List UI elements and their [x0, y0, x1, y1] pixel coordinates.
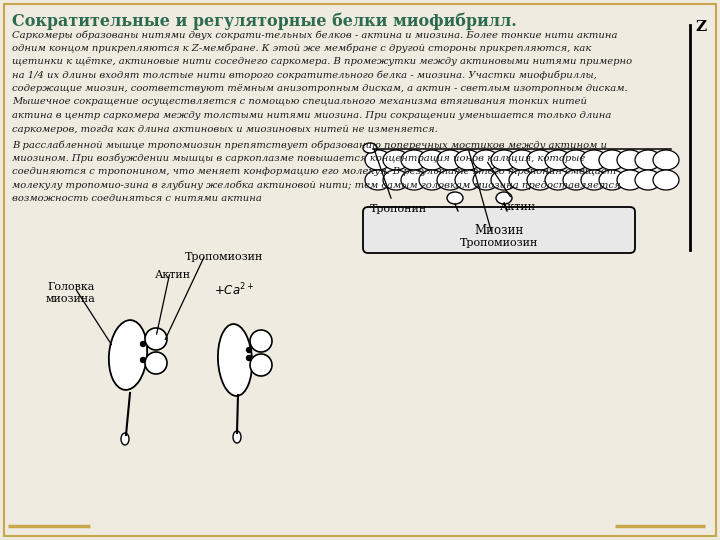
Ellipse shape — [527, 150, 553, 170]
Text: Тропомиозин: Тропомиозин — [185, 252, 264, 262]
Ellipse shape — [233, 431, 241, 443]
Ellipse shape — [109, 320, 147, 390]
Ellipse shape — [437, 150, 463, 170]
Text: на 1/4 их длины входят толстые нити второго сократительного белка - миозина. Уча: на 1/4 их длины входят толстые нити втор… — [12, 71, 597, 80]
Ellipse shape — [635, 150, 661, 170]
FancyBboxPatch shape — [4, 4, 716, 536]
Ellipse shape — [496, 192, 512, 204]
Text: актина в центр саркомера между толстыми нитями миозина. При сокращении уменьшает: актина в центр саркомера между толстыми … — [12, 111, 611, 120]
Ellipse shape — [121, 433, 129, 445]
Ellipse shape — [581, 150, 607, 170]
Ellipse shape — [653, 150, 679, 170]
Ellipse shape — [563, 170, 589, 190]
Ellipse shape — [250, 354, 272, 376]
Text: Сократительные и регуляторные белки миофибрилл.: Сократительные и регуляторные белки миоф… — [12, 13, 517, 30]
Text: молекулу тропомио-зина в глубину желобка актиновой нити; тем самым головкам миоз: молекулу тропомио-зина в глубину желобка… — [12, 180, 621, 190]
Ellipse shape — [419, 170, 445, 190]
Ellipse shape — [545, 170, 571, 190]
Ellipse shape — [491, 150, 517, 170]
Ellipse shape — [509, 150, 535, 170]
Text: одним концом прикрепляются к Z-мембране. К этой же мембране с другой стороны при: одним концом прикрепляются к Z-мембране.… — [12, 44, 591, 53]
Ellipse shape — [455, 150, 481, 170]
Text: Тропонин: Тропонин — [370, 204, 427, 214]
Ellipse shape — [473, 150, 499, 170]
Ellipse shape — [383, 170, 409, 190]
Ellipse shape — [365, 170, 391, 190]
Text: Z: Z — [695, 20, 706, 34]
Ellipse shape — [419, 150, 445, 170]
Ellipse shape — [246, 348, 251, 353]
Ellipse shape — [635, 170, 661, 190]
Ellipse shape — [437, 170, 463, 190]
Ellipse shape — [545, 150, 571, 170]
Ellipse shape — [473, 170, 499, 190]
Text: щетинки к щётке, актиновые нити соседнего саркомера. В промежутки между актиновы: щетинки к щётке, актиновые нити соседнег… — [12, 57, 632, 66]
Ellipse shape — [491, 170, 517, 190]
Ellipse shape — [509, 170, 535, 190]
Ellipse shape — [140, 341, 145, 347]
Ellipse shape — [145, 328, 167, 350]
Text: $+Ca^{2+}$: $+Ca^{2+}$ — [214, 282, 255, 299]
Ellipse shape — [401, 170, 427, 190]
Text: Саркомеры образованы нитями двух сократи-тельных белков - актина и миозина. Боле: Саркомеры образованы нитями двух сократи… — [12, 30, 618, 39]
Ellipse shape — [246, 355, 251, 361]
Ellipse shape — [581, 170, 607, 190]
FancyBboxPatch shape — [363, 207, 635, 253]
Text: Миозин: Миозин — [474, 224, 523, 237]
Text: саркомеров, тогда как длина актиновых и миозиновых нитей не изменяется.: саркомеров, тогда как длина актиновых и … — [12, 125, 438, 133]
Ellipse shape — [383, 150, 409, 170]
Text: Тропомиозин: Тропомиозин — [460, 238, 539, 248]
Text: Актин: Актин — [155, 270, 191, 280]
Ellipse shape — [455, 170, 481, 190]
Ellipse shape — [599, 170, 625, 190]
Ellipse shape — [218, 324, 252, 396]
Text: содержащие миозин, соответствуют тёмным анизотропным дискам, а актин - светлым и: содержащие миозин, соответствуют тёмным … — [12, 84, 628, 93]
Ellipse shape — [140, 357, 145, 362]
Text: Мышечное сокращение осуществляется с помощью специального механизма втягивания т: Мышечное сокращение осуществляется с пом… — [12, 98, 587, 106]
Text: В расслабленной мышце тропомиозин препятствует образованию поперечных мостиков м: В расслабленной мышце тропомиозин препят… — [12, 140, 607, 150]
Ellipse shape — [250, 330, 272, 352]
Text: миозином. При возбуждении мышцы в саркоплазме повышается концентрация ионов каль: миозином. При возбуждении мышцы в саркоп… — [12, 153, 585, 163]
Text: соединяются с тропонином, что меняет конформацию его молекул. В результате этого: соединяются с тропонином, что меняет кон… — [12, 167, 616, 176]
Ellipse shape — [401, 150, 427, 170]
Ellipse shape — [447, 192, 463, 204]
Text: возможность соединяться с нитями актина: возможность соединяться с нитями актина — [12, 194, 262, 203]
Text: Актин: Актин — [500, 202, 536, 212]
Ellipse shape — [599, 150, 625, 170]
Ellipse shape — [563, 150, 589, 170]
Ellipse shape — [527, 170, 553, 190]
Ellipse shape — [145, 352, 167, 374]
Text: Головка
миозина: Головка миозина — [46, 282, 96, 303]
Ellipse shape — [617, 170, 643, 190]
Ellipse shape — [617, 150, 643, 170]
Ellipse shape — [365, 150, 391, 170]
Ellipse shape — [363, 143, 377, 153]
Ellipse shape — [653, 170, 679, 190]
